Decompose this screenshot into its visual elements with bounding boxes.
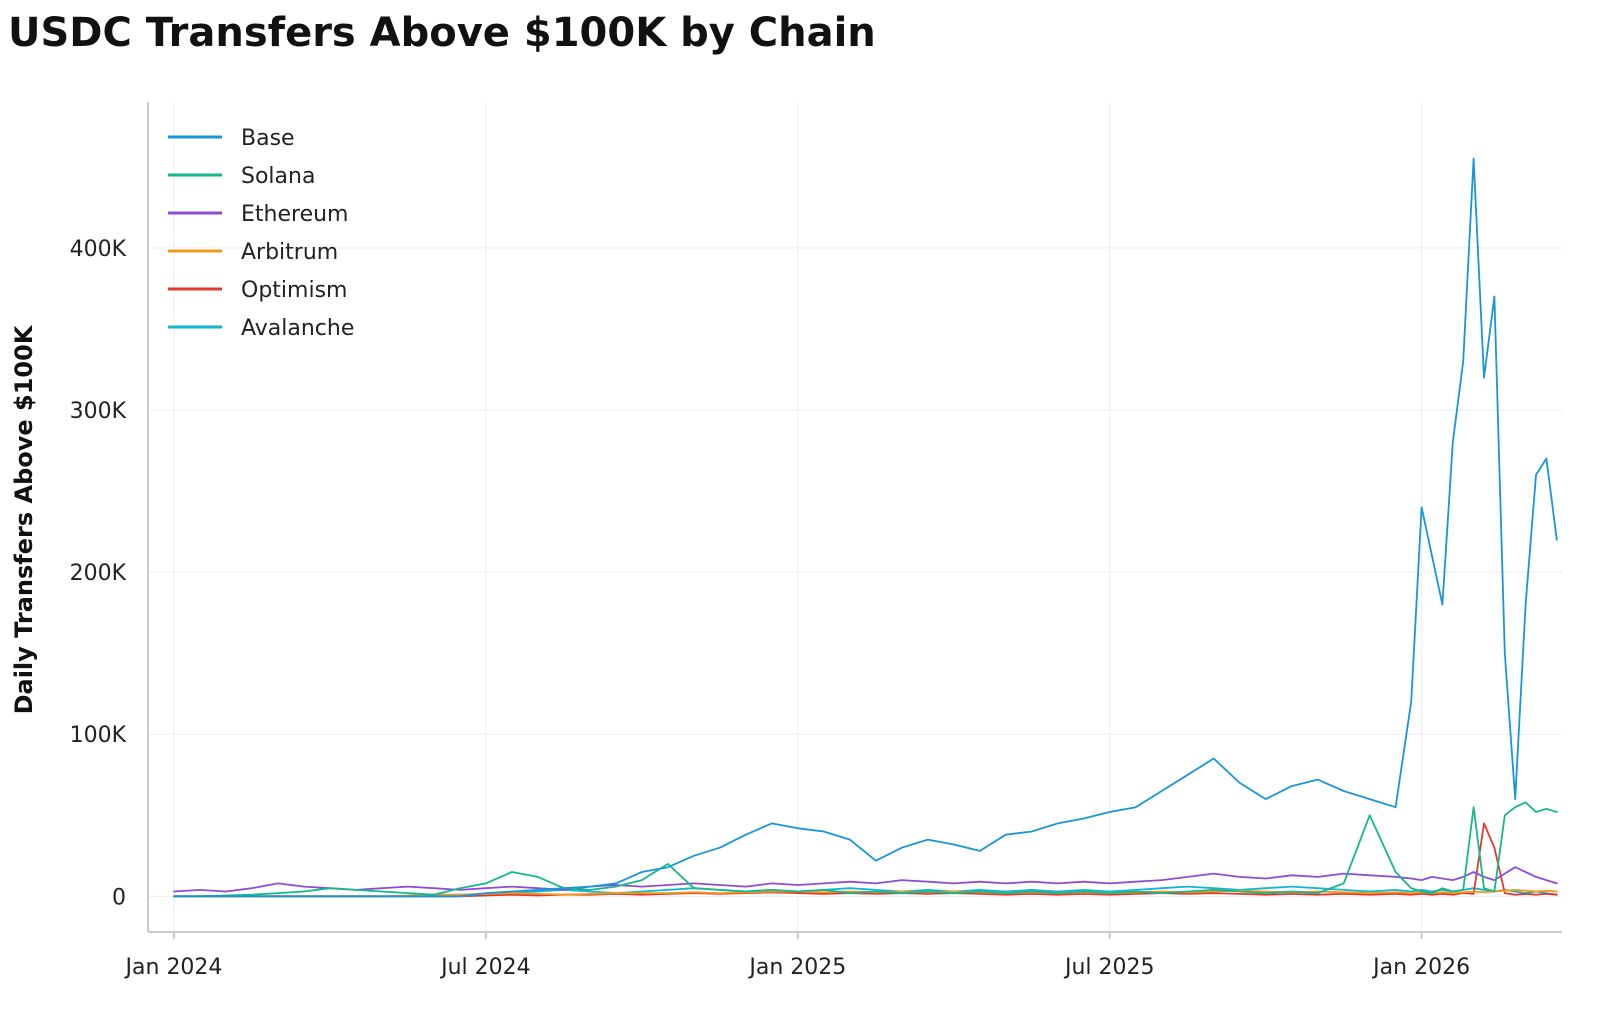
grid — [148, 102, 1562, 932]
legend-label-optimism: Optimism — [241, 278, 347, 303]
series-line-ethereum — [173, 866, 1558, 893]
legend-label-arbitrum: Arbitrum — [241, 240, 338, 265]
x-tick-label: Jul 2025 — [1063, 955, 1155, 980]
x-tick-label: Jan 2025 — [747, 955, 846, 980]
legend-label-ethereum: Ethereum — [241, 202, 348, 227]
chart-title: USDC Transfers Above $100K by Chain — [8, 10, 876, 56]
x-tick-label: Jan 2026 — [1371, 955, 1470, 980]
legend-label-solana: Solana — [241, 164, 315, 189]
series-line-solana — [173, 801, 1558, 898]
y-tick-label: 100K — [70, 723, 127, 748]
series-line-base — [173, 157, 1558, 898]
y-tick-label: 200K — [70, 561, 127, 586]
y-axis-label: Daily Transfers Above $100K — [10, 324, 38, 714]
y-tick-label: 0 — [112, 885, 126, 910]
legend: Base Solana Ethereum Arbitrum Optimism Avalan… — [168, 126, 354, 341]
axes — [147, 102, 1562, 933]
series-group — [173, 157, 1558, 898]
legend-label-avalanche: Avalanche — [241, 316, 354, 341]
x-tick-label: Jan 2024 — [124, 955, 223, 980]
x-tick-label: Jul 2024 — [439, 955, 531, 980]
legend-label-base: Base — [241, 126, 295, 151]
x-ticks: Jan 2024 Jul 2024 Jan 2025 Jul 2025 Jan 2026 — [124, 932, 1470, 980]
series-line-optimism — [173, 822, 1558, 898]
y-ticks: 0 100K 200K 300K 400K — [70, 237, 127, 910]
y-tick-label: 400K — [70, 237, 127, 262]
y-tick-label: 300K — [70, 399, 127, 424]
